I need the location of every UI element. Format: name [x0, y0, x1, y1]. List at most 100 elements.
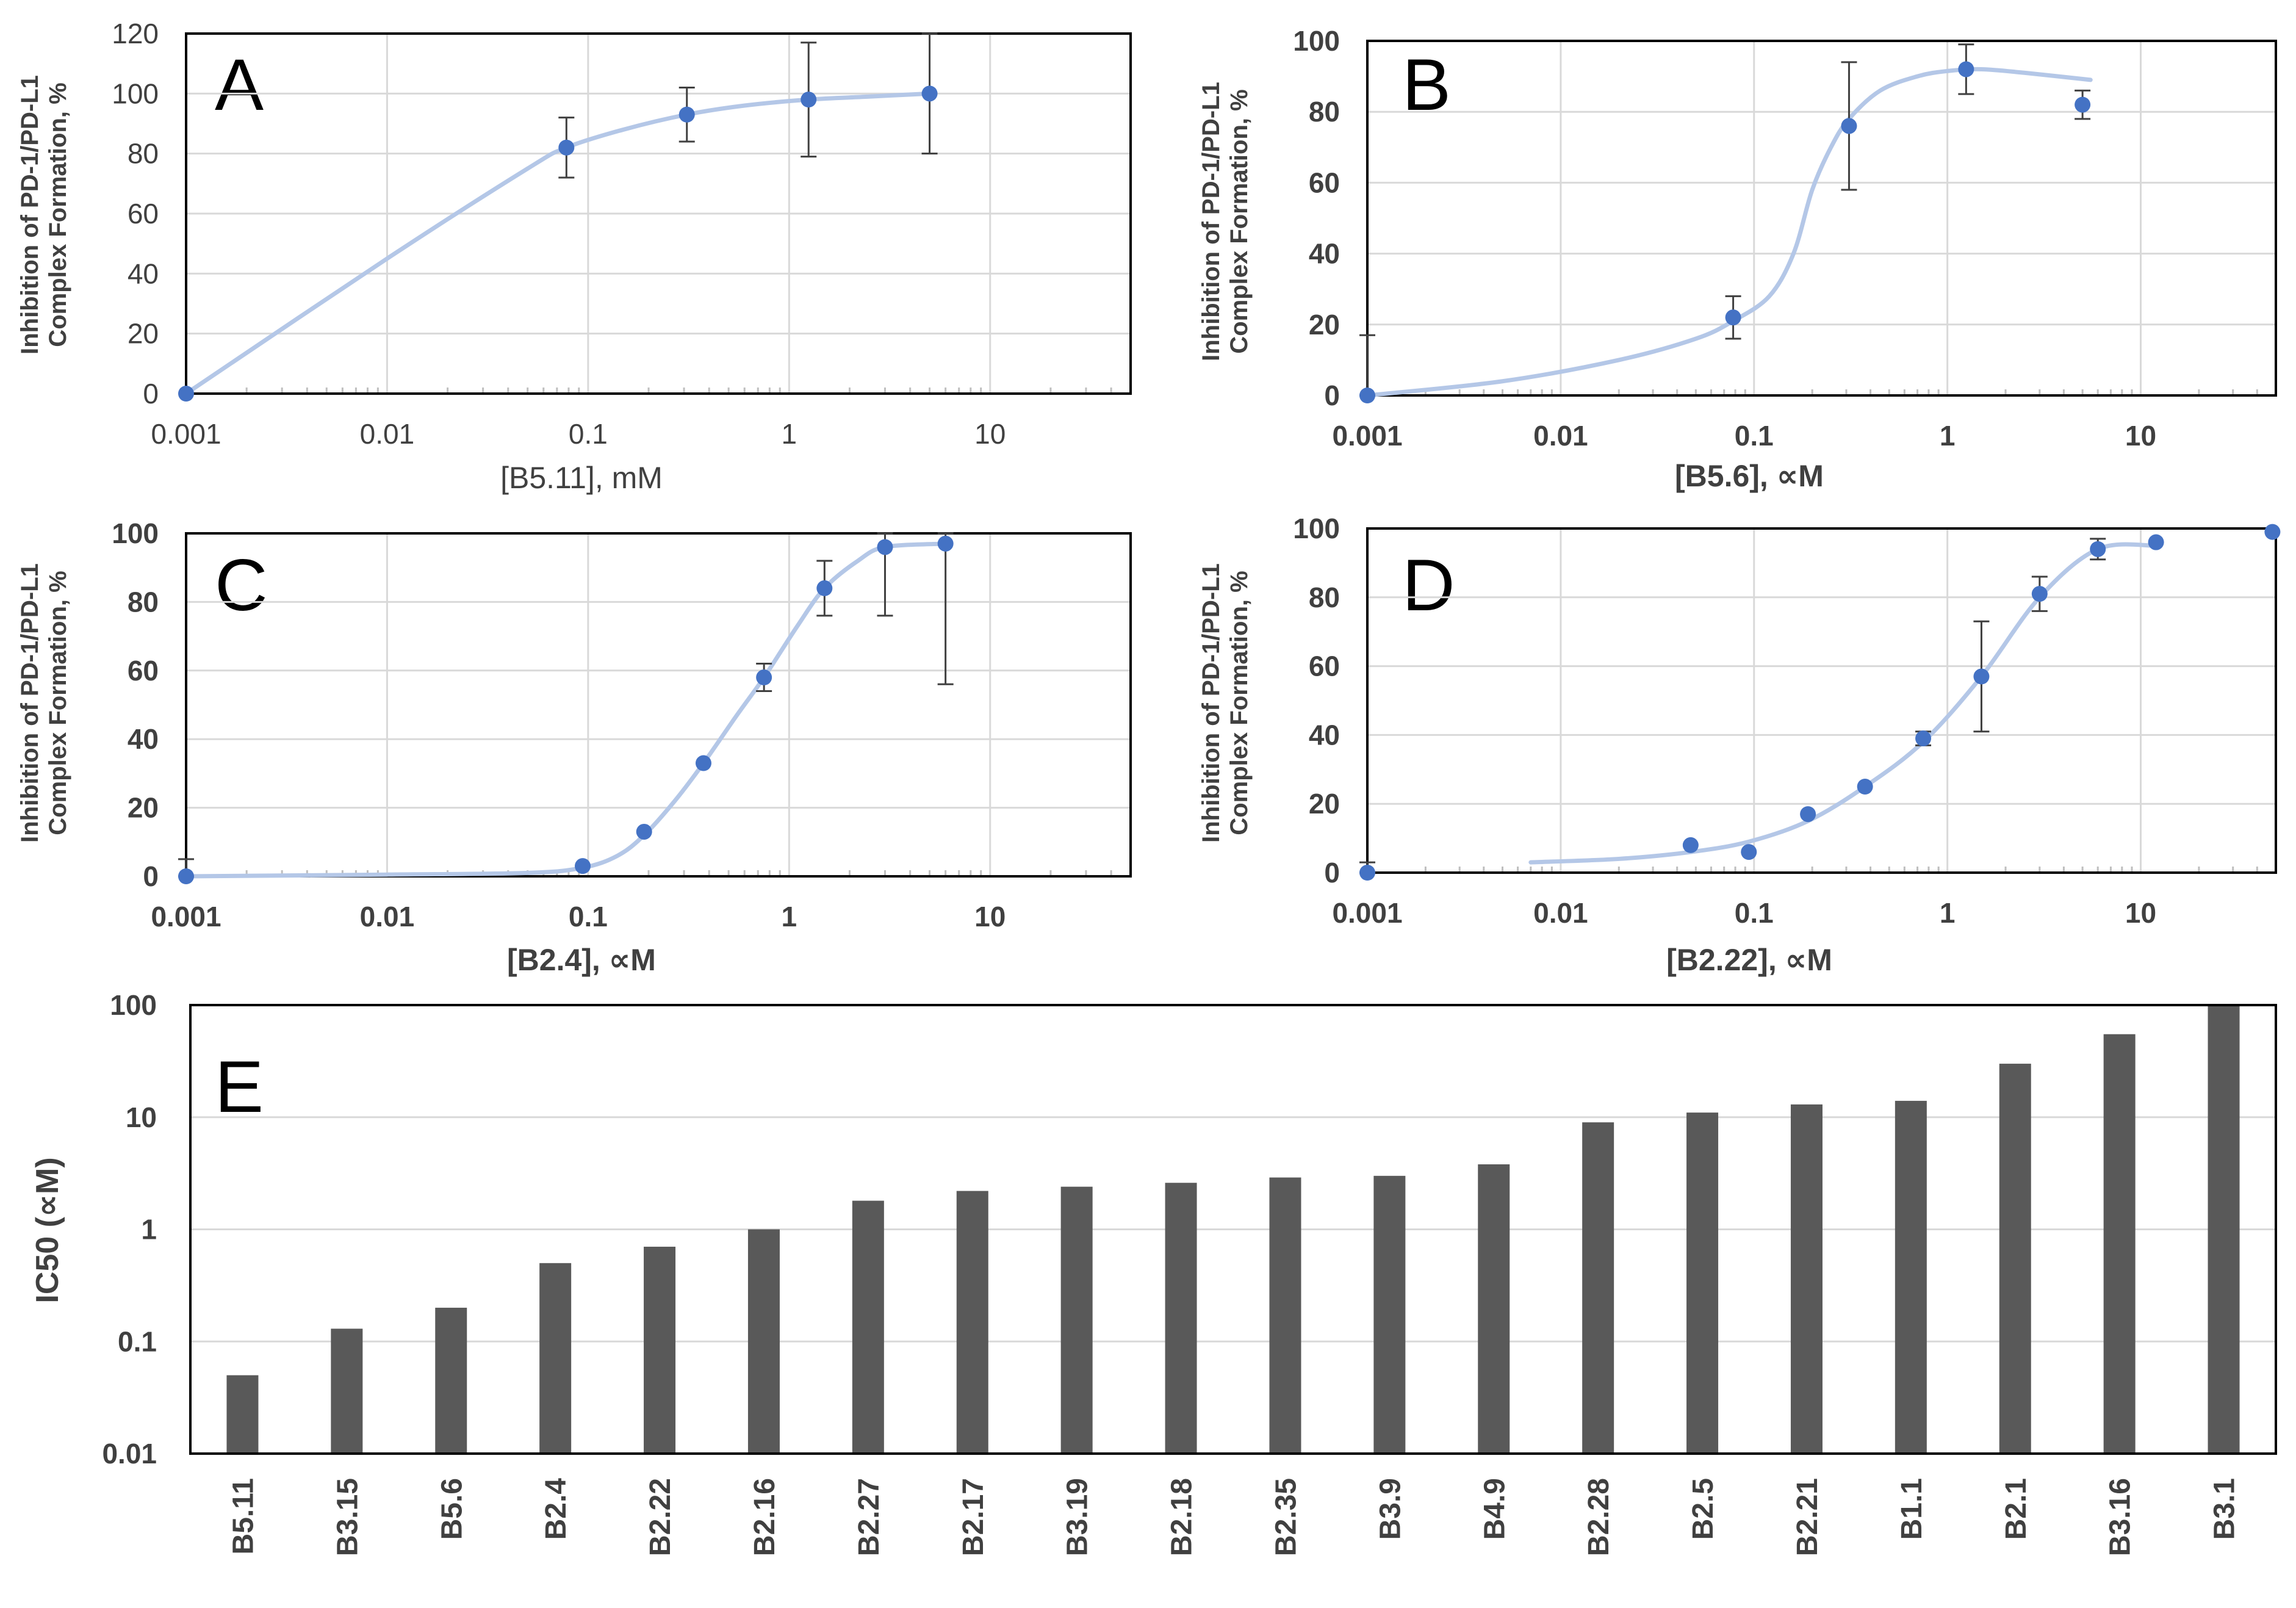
panel-b-ytick-label: 20 [1309, 309, 1340, 341]
panel-a-ytick-label: 60 [128, 198, 159, 229]
panel-b-ylabel-line1: Inhibition of PD-1/PD-L1 [1198, 82, 1225, 361]
panel-c-xtick-label: 0.1 [569, 901, 608, 932]
panel-e-category-label: B2.1 [2000, 1478, 2032, 1540]
panel-c-xtick-label: 10 [974, 901, 1006, 932]
panel-e-bar [1686, 1112, 1719, 1454]
panel-a-xtick-label: 10 [974, 418, 1006, 450]
panel-c-data-point [877, 539, 893, 555]
panel-e-category-label: B2.28 [1583, 1478, 1615, 1556]
panel-c-chart: Inhibition of PD-1/PD-L1 Complex Formati… [16, 517, 1132, 977]
panel-d-ylabel-line2: Complex Formation, % [1226, 571, 1253, 835]
panel-b-ytick-label: 0 [1324, 380, 1340, 411]
panel-c-ytick-label: 60 [128, 655, 159, 687]
panel-a-data-point [678, 106, 695, 123]
panel-d-ytick-label: 60 [1309, 651, 1340, 682]
panel-a-chart: Inhibition of PD-1/PD-L1 Complex Formati… [16, 18, 1132, 495]
panel-e-bar [1165, 1183, 1197, 1454]
panel-b-xlabel: [B5.6], ∝M [1675, 459, 1824, 493]
panel-e-bar [1478, 1164, 1510, 1454]
panel-d-data-point [2264, 524, 2281, 540]
panel-a-xtick-label: 1 [782, 418, 797, 450]
panel-c-ytick-label: 20 [128, 792, 159, 824]
panel-b-data-point [1725, 309, 1741, 326]
panel-d-ytick-label: 0 [1324, 857, 1340, 889]
panel-c-xlabel: [B2.4], ∝M [507, 943, 656, 977]
panel-e-bar [2208, 1005, 2240, 1454]
panel-e-category-label: B2.21 [1791, 1478, 1824, 1556]
panel-b-letter: B [1402, 44, 1451, 126]
panel-e-category-label: B2.35 [1270, 1478, 1302, 1556]
panel-e-category-label: B2.16 [749, 1478, 781, 1556]
panel-b-plot-frame [1366, 40, 2277, 397]
panel-b-xtick-label: 0.1 [1735, 420, 1774, 452]
panel-b-ytick-label: 100 [1293, 25, 1340, 57]
panel-a-xtick-label: 0.001 [151, 418, 221, 450]
panel-b-ylabel-line2: Complex Formation, % [1226, 89, 1253, 353]
panel-d-data-point [2031, 586, 2048, 602]
panel-d-ytick-label: 100 [1293, 513, 1340, 544]
panel-b-data-point [2075, 96, 2091, 113]
panel-c-xtick-label: 0.01 [360, 901, 415, 932]
panel-d-data-point [1857, 779, 1873, 795]
panel-e-bar [331, 1329, 363, 1454]
panel-e-bar [435, 1307, 467, 1454]
panel-c-ytick-label: 100 [112, 517, 159, 549]
panel-e-category-label: B3.15 [331, 1478, 364, 1556]
panel-b-xtick-label: 0.001 [1332, 420, 1402, 452]
panel-a-ylabel-line2: Complex Formation, % [45, 82, 71, 347]
panel-e-category-label: B5.6 [436, 1478, 468, 1540]
panel-e-category-label: B3.19 [1062, 1478, 1094, 1556]
panel-c-data-point [636, 823, 652, 840]
panel-b-data-point [1958, 61, 1974, 78]
panel-c-ylabel-line1: Inhibition of PD-1/PD-L1 [16, 563, 43, 843]
panel-e-bar [747, 1229, 780, 1454]
panel-d-data-point [1682, 837, 1699, 853]
panel-e-category-label: B4.9 [1478, 1478, 1511, 1540]
panel-a-xtick-label: 0.01 [360, 418, 415, 450]
panel-e-ytick-label: 10 [126, 1101, 157, 1133]
panel-c-data-point [816, 580, 833, 596]
panel-a-ytick-label: 80 [128, 138, 159, 170]
panel-a-ytick-label: 120 [112, 18, 159, 49]
panel-c-xtick-label: 0.001 [151, 901, 221, 932]
panel-b-xtick-label: 1 [1940, 420, 1956, 452]
panel-e-bar [1060, 1186, 1093, 1454]
panel-d-data-point [1359, 865, 1375, 881]
panel-e-bar [852, 1200, 884, 1454]
panel-d-plot-frame [1366, 527, 2277, 874]
panel-d-xtick-label: 1 [1940, 897, 1956, 929]
panel-d-data-point [1973, 668, 1990, 685]
panel-a-ytick-label: 0 [143, 378, 159, 409]
panel-c-data-point [937, 535, 954, 552]
panel-e-ylabel: IC50 (∝M) [30, 1157, 65, 1303]
panel-d-xtick-label: 10 [2125, 897, 2156, 929]
panel-a-xtick-label: 0.1 [569, 418, 608, 450]
panel-a-plot-frame [185, 32, 1132, 395]
panel-e-ytick-label: 0.1 [118, 1325, 157, 1357]
panel-d-xlabel: [B2.22], ∝M [1666, 943, 1832, 977]
panel-a-data-point [178, 386, 194, 402]
panel-d-letter: D [1402, 544, 1455, 626]
panel-b-xtick-label: 0.01 [1533, 420, 1588, 452]
panel-c-data-point [756, 669, 772, 686]
panel-b-ytick-label: 40 [1309, 238, 1340, 270]
panel-e-chart: IC50 (∝M) E 0.01 0.1 1 10 100 B5.11 B3.15 B5.6 B… [30, 989, 2277, 1556]
panel-b-ytick-label: 80 [1309, 96, 1340, 128]
panel-a-data-point [558, 139, 575, 156]
panel-d-chart: Inhibition of PD-1/PD-L1 Complex Formati… [1198, 513, 2281, 977]
panel-c-data-point [575, 858, 591, 874]
panel-b-ytick-label: 60 [1309, 167, 1340, 198]
panel-e-bar [1269, 1177, 1301, 1454]
panel-c-letter: C [215, 544, 268, 626]
panel-c-data-point [695, 755, 711, 771]
panel-e-bar [1999, 1064, 2031, 1454]
panel-e-category-label: B5.11 [227, 1478, 259, 1554]
panel-b-data-point [1841, 118, 1857, 134]
panel-e-bar [644, 1246, 676, 1454]
panel-a-ytick-label: 40 [128, 258, 159, 289]
panel-a-ylabel-line1: Inhibition of PD-1/PD-L1 [16, 75, 43, 355]
panel-c-ytick-label: 0 [143, 860, 159, 892]
panel-e-bar [1373, 1175, 1406, 1454]
panel-e-plot-frame [189, 1004, 2277, 1455]
panel-d-data-point [2090, 541, 2106, 557]
